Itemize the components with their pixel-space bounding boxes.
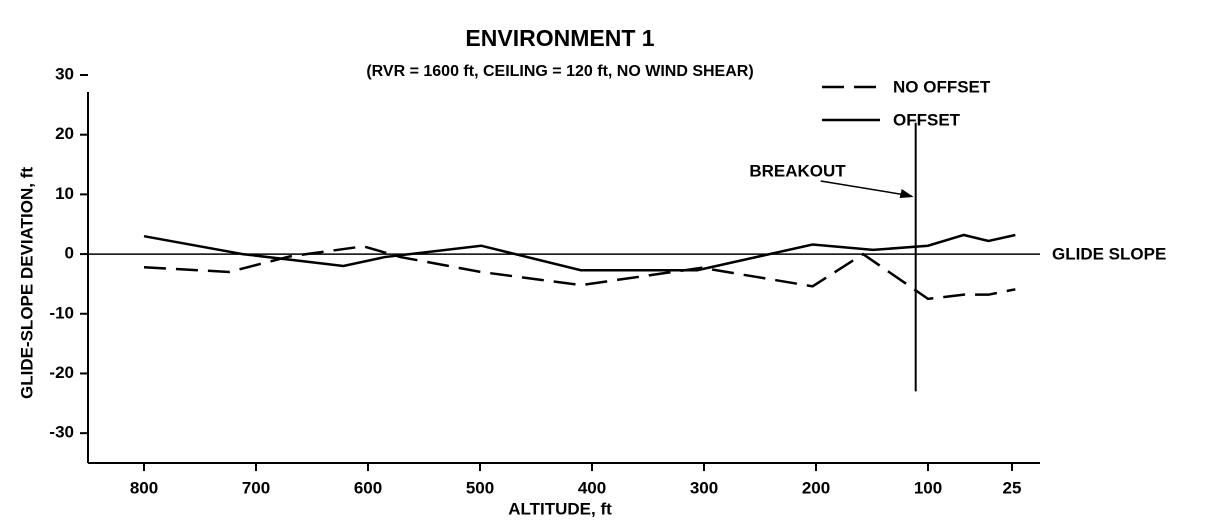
breakout-label: BREAKOUT [749, 161, 846, 180]
x-tick-label: 25 [1003, 478, 1022, 497]
reference-label: GLIDE SLOPE [1052, 245, 1166, 264]
y-axis-label: GLIDE-SLOPE DEVIATION, ft [17, 167, 36, 399]
legend-label: OFFSET [893, 110, 961, 129]
y-tick-label: 20 [55, 124, 74, 143]
x-tick-label: 800 [130, 478, 158, 497]
y-tick-label: 10 [55, 184, 74, 203]
y-tick-label: 0 [65, 244, 74, 263]
x-tick-label: 500 [466, 478, 494, 497]
chart-subtitle: (RVR = 1600 ft, CEILING = 120 ft, NO WIN… [366, 63, 753, 80]
x-tick-label: 300 [690, 478, 718, 497]
legend-label: NO OFFSET [893, 77, 991, 96]
x-axis-label: ALTITUDE, ft [508, 499, 612, 518]
y-tick-label: 30 [55, 64, 74, 83]
series-line [143, 245, 1016, 301]
breakout-arrow [820, 180, 912, 197]
chart-title: ENVIRONMENT 1 [465, 25, 654, 51]
breakout-arrowhead [899, 189, 914, 198]
y-tick-label: -10 [49, 303, 74, 322]
x-tick-label: 700 [242, 478, 270, 497]
series-line [143, 233, 1016, 272]
y-tick-label: -20 [49, 363, 74, 382]
x-tick-label: 100 [914, 478, 942, 497]
y-tick-label: -30 [49, 423, 74, 442]
x-tick-label: 200 [802, 478, 830, 497]
x-tick-label: 600 [354, 478, 382, 497]
x-tick-label: 400 [578, 478, 606, 497]
